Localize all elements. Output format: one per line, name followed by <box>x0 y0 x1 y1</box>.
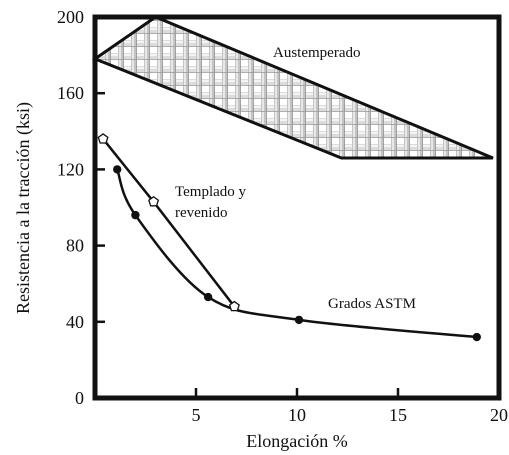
y-tick-label-40: 40 <box>66 312 84 332</box>
x-tick-label-5: 5 <box>192 405 201 425</box>
x-tick-label-10: 10 <box>288 405 306 425</box>
y-tick-label-0: 0 <box>75 388 84 408</box>
y-tick-label-160: 160 <box>57 83 84 103</box>
point-grados-astm-0 <box>113 165 122 174</box>
region-austemperado <box>91 15 494 160</box>
point-templado-revenido-2 <box>228 300 240 312</box>
y-tick-label-80: 80 <box>66 236 84 256</box>
point-grados-astm-3 <box>294 315 304 325</box>
y-tick-label-200: 200 <box>57 7 84 27</box>
series-line-templado-revenido <box>102 138 236 308</box>
templado-label-line2: revenido <box>175 205 227 221</box>
y-tick-label-120: 120 <box>57 159 84 179</box>
x-tick-label-20: 20 <box>490 405 508 425</box>
plot-area <box>91 15 494 342</box>
point-grados-astm-1 <box>131 210 140 220</box>
templado-label-line1: Templado y <box>175 184 247 200</box>
x-axis-title: Elongación % <box>246 431 347 451</box>
austemperado-label: Austemperado <box>273 45 360 61</box>
point-templado-revenido-1 <box>148 195 160 207</box>
x-tick-label-15: 15 <box>389 405 407 425</box>
point-templado-revenido-0 <box>97 133 109 144</box>
point-grados-astm-4 <box>472 332 481 342</box>
y-axis-title: Resistencia a la tracción (ksi) <box>13 102 34 314</box>
point-grados-astm-2 <box>203 292 213 302</box>
series-line-grados-astm <box>116 168 477 339</box>
grados-astm-label: Grados ASTM <box>328 296 416 312</box>
